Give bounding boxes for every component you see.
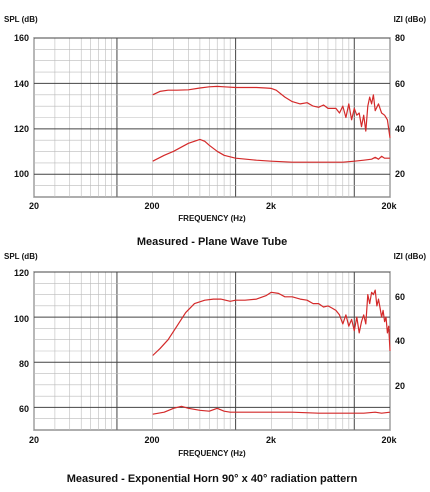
chart-2-x-axis-label: FREQUENCY (Hz) bbox=[178, 449, 246, 458]
chart-2-title: Measured - Exponential Horn 90° x 40° ra… bbox=[67, 473, 358, 485]
chart-2-y2-tick: 40 bbox=[395, 336, 405, 346]
impedance-curve-2 bbox=[152, 405, 391, 415]
spl-curve-1 bbox=[152, 85, 391, 138]
impedance-curve-1 bbox=[152, 138, 390, 163]
chart-1-y2-tick: 40 bbox=[395, 124, 405, 134]
chart-2-y-tick: 120 bbox=[14, 268, 29, 278]
chart-2-y-tick: 80 bbox=[19, 359, 29, 369]
chart-1: SPL (dB) IZI (dBo) 160 140 120 100 80 60… bbox=[4, 15, 426, 248]
chart-1-y-tick: 100 bbox=[14, 169, 29, 179]
chart-2-y2-tick: 20 bbox=[395, 381, 405, 391]
chart-2-x-tick: 200 bbox=[144, 435, 159, 445]
chart-2-y2-tick: 60 bbox=[395, 292, 405, 302]
chart-1-y2-axis-label: IZI (dBo) bbox=[394, 15, 427, 24]
chart-1-y2-tick: 60 bbox=[395, 79, 405, 89]
chart-2-x-tick: 20k bbox=[381, 435, 397, 445]
chart-1-y-tick: 120 bbox=[14, 124, 29, 134]
chart-1-x-tick: 200 bbox=[144, 201, 159, 211]
chart-1-x-axis-label: FREQUENCY (Hz) bbox=[178, 214, 246, 223]
chart-2-x-tick: 2k bbox=[266, 435, 277, 445]
chart-1-x-tick: 20 bbox=[29, 201, 39, 211]
chart-1-x-tick: 20k bbox=[381, 201, 397, 211]
spl-curve-2 bbox=[152, 289, 391, 356]
chart-2: SPL (dB) IZI (dBo) 120 100 80 60 60 40 2… bbox=[4, 252, 426, 485]
chart-2-y2-axis-label: IZI (dBo) bbox=[394, 252, 427, 261]
chart-1-y2-tick: 80 bbox=[395, 33, 405, 43]
chart-1-series bbox=[152, 85, 391, 163]
chart-2-y-tick: 100 bbox=[14, 314, 29, 324]
chart-1-y-axis-label: SPL (dB) bbox=[4, 15, 38, 24]
chart-1-grid bbox=[33, 37, 391, 198]
chart-1-y-tick: 160 bbox=[14, 33, 29, 43]
chart-2-x-tick: 20 bbox=[29, 435, 39, 445]
chart-1-y-tick: 140 bbox=[14, 79, 29, 89]
chart-1-y2-tick: 20 bbox=[395, 169, 405, 179]
chart-2-grid bbox=[33, 271, 391, 431]
chart-2-y-axis-label: SPL (dB) bbox=[4, 252, 38, 261]
chart-2-y-tick: 60 bbox=[19, 404, 29, 414]
chart-1-x-tick: 2k bbox=[266, 201, 277, 211]
chart-1-title: Measured - Plane Wave Tube bbox=[137, 236, 287, 248]
chart-2-series bbox=[152, 289, 391, 415]
